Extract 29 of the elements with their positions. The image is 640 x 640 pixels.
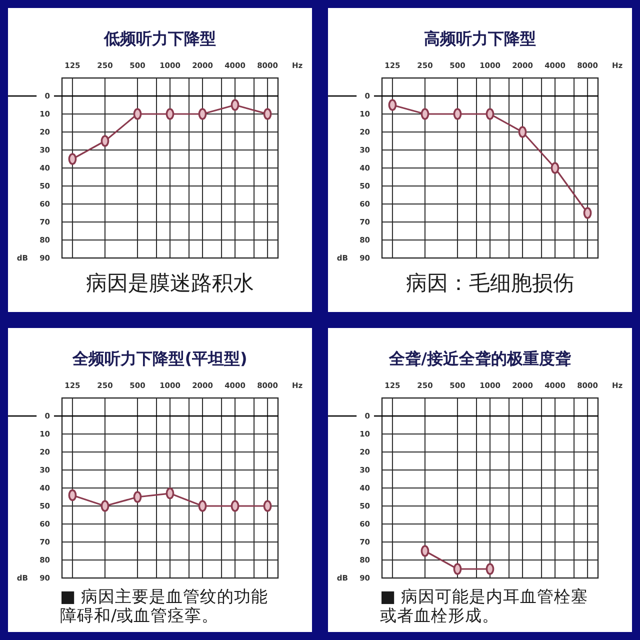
point — [198, 500, 207, 512]
point — [388, 99, 397, 111]
point — [68, 489, 77, 502]
point — [486, 108, 494, 120]
chart-title: 全频听力下降型(平坦型) — [72, 349, 248, 368]
text: 病因是膜迷路积水 — [86, 271, 254, 295]
point — [68, 153, 77, 165]
point — [263, 500, 272, 512]
point — [263, 108, 272, 120]
point — [133, 108, 142, 120]
text: ■ 病因可能是内耳血管栓塞或者血栓形成。 — [380, 587, 588, 625]
text: 病因：毛细胞损伤 — [406, 271, 574, 295]
point — [166, 488, 174, 500]
text: ■ 病因主要是血管纹的功能障碍和/或血管痉挛。 — [60, 587, 268, 625]
point — [198, 108, 207, 120]
point — [550, 162, 560, 174]
point — [420, 108, 430, 120]
point — [518, 126, 527, 138]
point — [100, 500, 110, 512]
point — [133, 491, 142, 503]
point — [453, 108, 462, 120]
point — [100, 135, 110, 147]
point — [230, 99, 240, 111]
point — [230, 500, 240, 512]
point — [166, 108, 174, 120]
chart-title: 全聋/接近全聋的极重度聋 — [388, 349, 571, 368]
chart-title: 低频听力下降型 — [103, 29, 216, 48]
point — [583, 207, 592, 219]
chart-title: 高频听力下降型 — [424, 29, 536, 48]
